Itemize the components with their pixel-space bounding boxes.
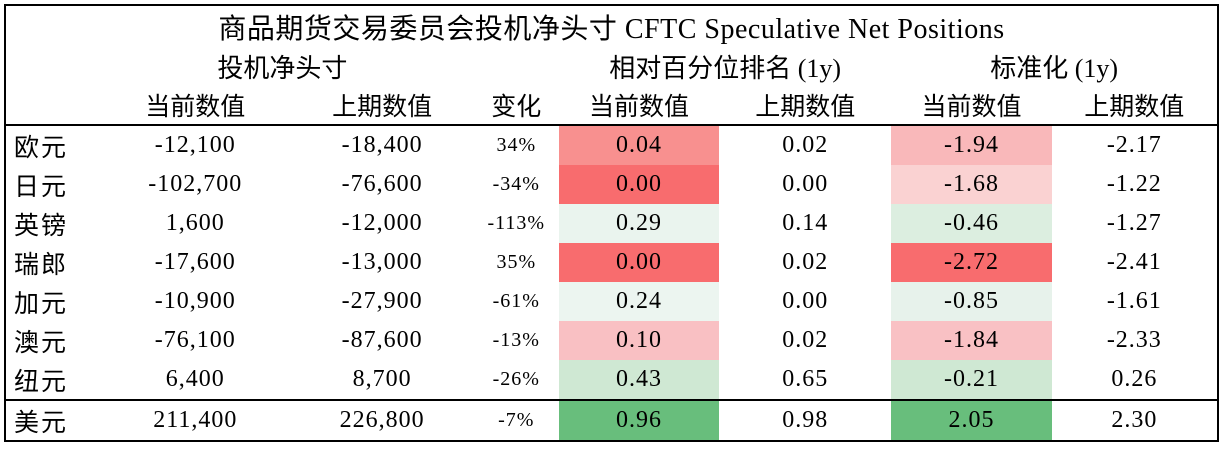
header-pct-current: 当前数值 [558, 85, 720, 126]
group-header-standardized: 标准化 (1y) [990, 54, 1119, 83]
std-current-cell: -0.46 [891, 204, 1052, 243]
spec-current-cell: -76,100 [154, 327, 236, 353]
std-previous-cell: -1.22 [1106, 171, 1162, 197]
column-group-row: 投机净头寸 相对百分位排名 (1y) 标准化 (1y) [5, 48, 1218, 85]
spec-current-cell: -102,700 [148, 171, 243, 197]
spec-current-cell: 211,400 [100, 399, 291, 441]
std-previous-cell: -2.17 [1106, 132, 1162, 158]
pct-current-cell: 0.00 [558, 243, 720, 282]
table-row: 日元 -102,700 -76,600 -34% 0.00 0.00 -1.68… [5, 165, 1218, 204]
pct-current-cell: 0.24 [558, 282, 720, 321]
pct-previous-cell: 0.02 [782, 327, 829, 353]
sub-header-row: 当前数值 上期数值 变化 当前数值 上期数值 当前数值 上期数值 [5, 85, 1218, 126]
std-current-cell: -0.85 [891, 282, 1052, 321]
table-row: 欧元 -12,100 -18,400 34% 0.04 0.02 -1.94 -… [5, 125, 1218, 165]
pct-current-cell: 0.43 [558, 360, 720, 400]
table-row: 纽元 6,400 8,700 -26% 0.43 0.65 -0.21 0.26 [5, 360, 1218, 400]
pct-previous-cell: 0.02 [782, 249, 829, 275]
std-current-cell: -1.68 [891, 165, 1052, 204]
header-std-previous: 上期数值 [1051, 85, 1218, 126]
std-previous-cell: -1.61 [1106, 288, 1162, 314]
table-row: 瑞郎 -17,600 -13,000 35% 0.00 0.02 -2.72 -… [5, 243, 1218, 282]
spec-previous-cell: -76,600 [341, 171, 423, 197]
pct-previous-cell: 0.00 [782, 288, 829, 314]
spec-previous-cell: -27,900 [341, 288, 423, 314]
table-row: 美元 211,400 226,800 -7% 0.96 0.98 2.05 2.… [5, 399, 1218, 441]
change-cell: -113% [487, 212, 546, 234]
pct-current-cell: 0.00 [558, 165, 720, 204]
table-row: 加元 -10,900 -27,900 -61% 0.24 0.00 -0.85 … [5, 282, 1218, 321]
std-current-cell: -2.72 [891, 243, 1052, 282]
spec-previous-cell: 8,700 [352, 366, 412, 392]
table-title: 商品期货交易委员会投机净头寸 CFTC Speculative Net Posi… [218, 14, 1005, 45]
corner-cell [5, 85, 101, 126]
currency-label: 欧元 [14, 134, 69, 162]
currency-label: 瑞郎 [14, 251, 69, 279]
std-previous-cell: -2.33 [1106, 327, 1162, 353]
spec-previous-cell: -87,600 [341, 327, 423, 353]
pct-previous-cell: 0.02 [782, 132, 829, 158]
header-change: 变化 [473, 85, 559, 126]
change-cell: -34% [492, 173, 540, 195]
cftc-positions-table: 商品期货交易委员会投机净头寸 CFTC Speculative Net Posi… [4, 4, 1219, 442]
currency-label: 澳元 [14, 329, 69, 357]
header-spec-current: 当前数值 [100, 85, 291, 126]
change-cell: -61% [492, 290, 540, 312]
std-current-cell: -0.21 [891, 360, 1052, 400]
pct-previous-cell: 0.00 [782, 171, 829, 197]
table-title-row: 商品期货交易委员会投机净头寸 CFTC Speculative Net Posi… [5, 5, 1218, 48]
pct-current-cell: 0.04 [558, 125, 720, 165]
group-header-speculative-net: 投机净头寸 [217, 54, 348, 83]
change-cell: 35% [496, 251, 537, 273]
pct-previous-cell: 0.65 [782, 366, 829, 392]
currency-label: 英镑 [14, 212, 69, 240]
std-current-cell: -1.94 [891, 125, 1052, 165]
change-cell: -7% [473, 399, 559, 441]
spec-current-cell: 6,400 [165, 366, 225, 392]
header-std-current: 当前数值 [891, 85, 1052, 126]
table-row: 英镑 1,600 -12,000 -113% 0.29 0.14 -0.46 -… [5, 204, 1218, 243]
spec-previous-cell: 226,800 [290, 399, 474, 441]
header-pct-previous: 上期数值 [719, 85, 892, 126]
currency-label: 日元 [14, 173, 69, 201]
spec-previous-cell: -13,000 [341, 249, 423, 275]
pct-current-cell: 0.29 [558, 204, 720, 243]
pct-current-cell: 0.96 [558, 399, 720, 441]
std-previous-cell: -1.27 [1106, 210, 1162, 236]
change-cell: 34% [496, 134, 537, 156]
header-spec-previous: 上期数值 [290, 85, 474, 126]
group-header-percentile-rank: 相对百分位排名 (1y) [609, 54, 842, 83]
std-current-cell: 2.05 [891, 399, 1052, 441]
pct-current-cell: 0.10 [558, 321, 720, 360]
std-current-cell: -1.84 [891, 321, 1052, 360]
spec-previous-cell: -12,000 [341, 210, 423, 236]
spec-current-cell: -10,900 [154, 288, 236, 314]
std-previous-cell: -2.41 [1106, 249, 1162, 275]
spec-current-cell: 1,600 [165, 210, 225, 236]
std-previous-cell: 0.26 [1111, 366, 1158, 392]
change-cell: -13% [492, 329, 540, 351]
pct-previous-cell: 0.14 [782, 210, 829, 236]
std-previous-cell: 2.30 [1051, 399, 1218, 441]
spec-current-cell: -12,100 [154, 132, 236, 158]
spec-current-cell: -17,600 [154, 249, 236, 275]
table-row: 澳元 -76,100 -87,600 -13% 0.10 0.02 -1.84 … [5, 321, 1218, 360]
currency-label: 纽元 [14, 368, 69, 396]
spec-previous-cell: -18,400 [341, 132, 423, 158]
currency-label: 加元 [14, 290, 69, 318]
currency-label: 美元 [5, 399, 101, 441]
change-cell: -26% [492, 368, 540, 390]
pct-previous-cell: 0.98 [719, 399, 892, 441]
